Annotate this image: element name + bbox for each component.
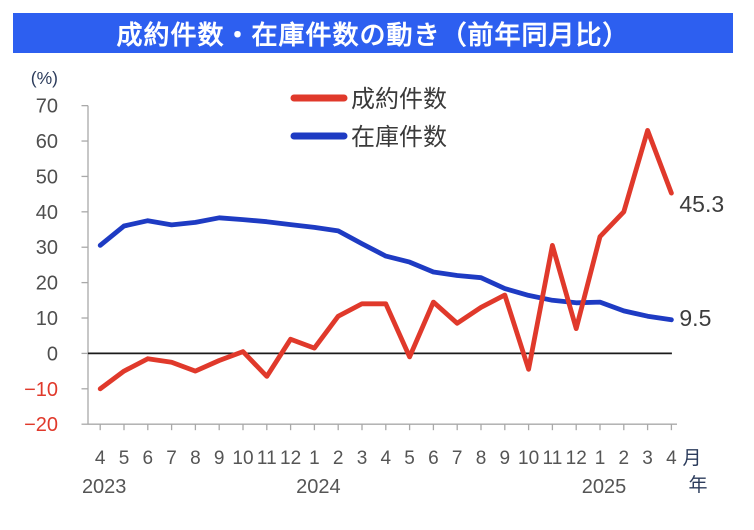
x-axis-month-label: 7 [452,448,463,469]
y-axis-label: 50 [36,166,58,188]
series-end-label: 45.3 [679,191,724,217]
x-axis-month-label: 12 [280,448,301,469]
y-axis-label: −10 [24,379,58,401]
x-axis-month-label: 10 [232,448,253,469]
chart-title-bar: 成約件数・在庫件数の動き（前年同月比） [13,13,733,53]
x-axis-month-label: 1 [595,448,606,469]
x-axis-month-label: 9 [214,448,225,469]
legend-label: 在庫件数 [351,124,447,151]
x-axis-month-label: 7 [166,448,177,469]
x-axis-month-label: 11 [257,448,277,469]
x-axis-month-label: 5 [119,448,130,469]
x-axis-month-label: 4 [666,448,677,469]
x-axis-month-label: 10 [518,448,539,469]
x-axis-month-label: 4 [95,448,106,469]
x-axis-month-label: 3 [357,448,368,469]
x-axis-month-label: 6 [143,448,154,469]
x-axis-month-label: 5 [404,448,415,469]
y-axis-label: −20 [24,414,58,436]
y-axis-label: 70 [36,96,58,118]
x-axis-month-label: 8 [476,448,487,469]
y-axis-label: 60 [36,131,58,153]
x-axis-month-label: 2 [619,448,630,469]
y-axis-unit-label: (%) [31,68,58,88]
legend-label: 成約件数 [351,86,447,113]
x-axis-year-suffix: 年 [688,474,707,496]
series-line-在庫件数 [97,215,674,323]
y-axis-label: 30 [36,237,58,259]
series-line-成約件数 [97,127,674,392]
x-axis-month-label: 1 [309,448,320,469]
x-axis-year-label: 2024 [296,476,341,498]
x-axis-month-label: 6 [428,448,439,469]
y-axis-label: 10 [36,308,58,330]
x-axis-month-label: 2 [333,448,344,469]
x-axis-year-label: 2025 [582,476,627,498]
x-axis-month-label: 8 [190,448,201,469]
y-axis-label: 40 [36,202,58,224]
x-axis-month-label: 9 [500,448,511,469]
x-axis-month-label: 4 [381,448,392,469]
x-axis-month-label: 3 [642,448,653,469]
x-axis-year-label: 2023 [82,476,127,498]
x-axis-month-label: 12 [566,448,587,469]
y-axis-label: 0 [47,343,58,365]
y-axis-label: 20 [36,273,58,295]
series-end-label: 9.5 [679,305,711,331]
x-axis-month-label: 11 [543,448,563,469]
chart-title: 成約件数・在庫件数の動き（前年同月比） [116,19,630,50]
x-axis-month-suffix: 月 [682,448,701,469]
